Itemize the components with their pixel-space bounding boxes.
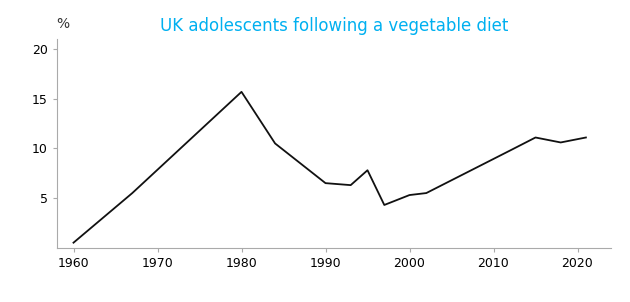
Title: UK adolescents following a vegetable diet: UK adolescents following a vegetable die… bbox=[160, 17, 508, 35]
Text: %: % bbox=[57, 17, 70, 31]
